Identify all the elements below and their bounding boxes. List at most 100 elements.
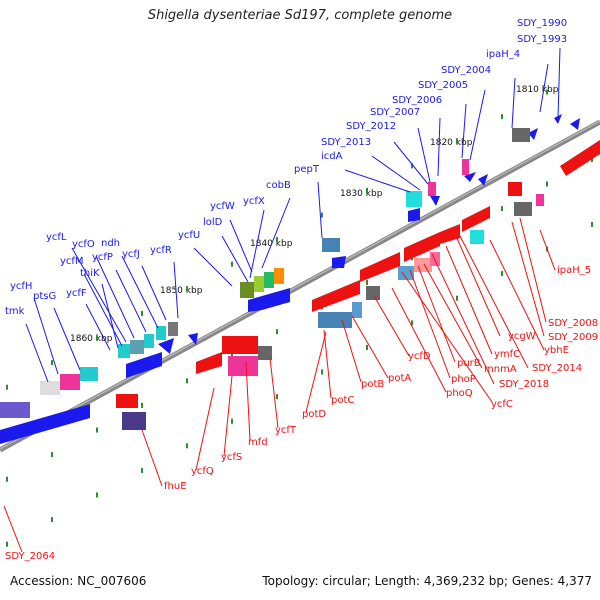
forward-gene-label[interactable]: lolD <box>203 217 223 228</box>
reverse-gene-label[interactable]: SDY_2018 <box>499 379 549 390</box>
tick-mark <box>501 206 503 212</box>
reverse-gene-label[interactable]: potA <box>388 373 411 384</box>
forward-gene-label[interactable]: SDY_1993 <box>517 34 567 45</box>
forward-gene-label[interactable]: ycfO <box>72 239 95 250</box>
reverse-gene-label[interactable]: SDY_2009 <box>548 332 598 343</box>
reverse-leader-line <box>519 217 547 323</box>
forward-gene-label[interactable]: pepT <box>294 164 320 175</box>
forward-leader-line <box>85 303 111 351</box>
reverse-gene-label[interactable]: ipaH_5 <box>557 265 591 276</box>
reverse-gene-label[interactable]: mnmA <box>484 364 517 375</box>
reverse-gene-label[interactable]: SDY_2008 <box>548 318 598 329</box>
reverse-gene-label[interactable]: SDY_2064 <box>5 551 55 562</box>
gene-phoq <box>366 286 380 300</box>
tick-mark <box>231 418 233 424</box>
forward-gene-label[interactable]: ycfJ <box>122 249 140 260</box>
tick-mark <box>546 89 548 95</box>
gene-sdy2004 <box>528 128 538 140</box>
forward-leader-line <box>25 323 49 383</box>
forward-gene-label[interactable]: SDY_1990 <box>517 18 567 29</box>
tick-mark <box>96 335 98 341</box>
gene-ipah4 <box>570 118 580 130</box>
reverse-genes <box>116 140 600 430</box>
forward-leader-line <box>101 283 119 349</box>
scale-label-1830: 1830 kbp <box>340 189 383 199</box>
forward-leader-line <box>371 155 421 191</box>
reverse-leader-line <box>245 361 251 441</box>
forward-gene-label[interactable]: icdA <box>321 151 343 162</box>
forward-gene-label[interactable]: ycfR <box>150 245 172 256</box>
forward-gene-label[interactable]: cobB <box>266 180 291 191</box>
forward-gene-label[interactable]: ycfW <box>210 201 235 212</box>
forward-gene-label[interactable]: SDY_2013 <box>321 137 371 148</box>
forward-gene-label[interactable]: ycfU <box>178 230 200 241</box>
forward-leader-line <box>115 269 147 333</box>
reverse-leader-line <box>269 357 279 429</box>
forward-gene-label[interactable]: ycfF <box>66 288 87 299</box>
forward-leader-line <box>221 235 249 283</box>
reverse-gene-label[interactable]: potD <box>302 409 326 420</box>
forward-leader-line <box>393 141 429 185</box>
forward-gene-label[interactable]: ycfX <box>243 196 265 207</box>
forward-gene-label[interactable]: ycfH <box>10 281 32 292</box>
tick-mark <box>141 467 143 473</box>
tick-mark <box>96 492 98 498</box>
tick-mark <box>366 187 368 193</box>
gene-mnma <box>414 258 432 272</box>
tick-mark <box>276 394 278 400</box>
reverse-gene-label[interactable]: ycfD <box>408 351 431 362</box>
forward-gene-label[interactable]: ndh <box>101 238 120 249</box>
gene-potc <box>228 356 258 376</box>
forward-leader-line <box>71 247 127 343</box>
tick-mark <box>411 320 413 326</box>
reverse-gene-label[interactable]: ycgW <box>508 331 536 342</box>
reverse-gene-label[interactable]: fhuE <box>164 481 187 492</box>
gene-ycft <box>258 346 272 360</box>
forward-gene-label[interactable]: ycfM <box>60 256 84 267</box>
reverse-gene-label[interactable]: ycfT <box>275 425 297 436</box>
gene-ycfr <box>248 296 262 312</box>
forward-gene-label[interactable]: tmk <box>5 306 25 317</box>
forward-gene-label[interactable]: ptsG <box>33 291 56 302</box>
forward-leader-line <box>141 265 167 321</box>
reverse-gene-label[interactable]: potC <box>331 395 354 406</box>
forward-leader-line <box>469 89 486 161</box>
tick-mark <box>456 138 458 144</box>
gene-ipah5-block <box>560 140 600 176</box>
reverse-gene-label[interactable]: ycfC <box>491 399 513 410</box>
tick-mark <box>51 517 53 523</box>
forward-gene-label[interactable]: SDY_2004 <box>441 65 491 76</box>
reverse-gene-label[interactable]: phoQ <box>446 388 473 399</box>
reverse-gene-label[interactable]: ymfC <box>494 349 520 360</box>
forward-leader-line <box>511 77 516 129</box>
reverse-gene-label[interactable]: purB <box>457 358 481 369</box>
forward-leader-line <box>33 297 59 375</box>
gene-sdy2005 <box>512 128 530 142</box>
reverse-leader-line <box>223 375 233 457</box>
reverse-leader-line <box>341 319 362 383</box>
tick-mark <box>411 163 413 169</box>
gene-ycff <box>130 340 144 354</box>
forward-gene-label[interactable]: SDY_2005 <box>418 80 468 91</box>
forward-gene-label[interactable]: ycfL <box>46 232 67 243</box>
forward-leader-line <box>229 219 253 273</box>
reverse-gene-label[interactable]: ycfQ <box>191 466 214 477</box>
reverse-leader-line <box>141 429 163 487</box>
forward-gene-label[interactable]: ycfP <box>92 252 113 263</box>
gene-ycfw <box>254 276 264 292</box>
reverse-gene-label[interactable]: SDY_2014 <box>532 363 582 374</box>
forward-leader-line <box>173 261 179 319</box>
reverse-gene-label[interactable]: mfd <box>248 437 268 448</box>
forward-gene-label[interactable]: SDY_2006 <box>392 95 442 106</box>
reverse-gene-label[interactable]: phoP <box>451 374 476 385</box>
reverse-gene-label[interactable]: ybhE <box>544 345 569 356</box>
gene-sdy2006 <box>464 172 476 182</box>
forward-gene-label[interactable]: SDY_2007 <box>370 107 420 118</box>
forward-gene-label[interactable]: SDY_2012 <box>346 121 396 132</box>
tick-mark <box>231 261 233 267</box>
forward-gene-label[interactable]: ipaH_4 <box>486 49 520 60</box>
forward-gene-label[interactable]: thiK <box>80 268 100 279</box>
reverse-gene-label[interactable]: potB <box>361 379 384 390</box>
reverse-gene-label[interactable]: ycfS <box>221 452 242 463</box>
